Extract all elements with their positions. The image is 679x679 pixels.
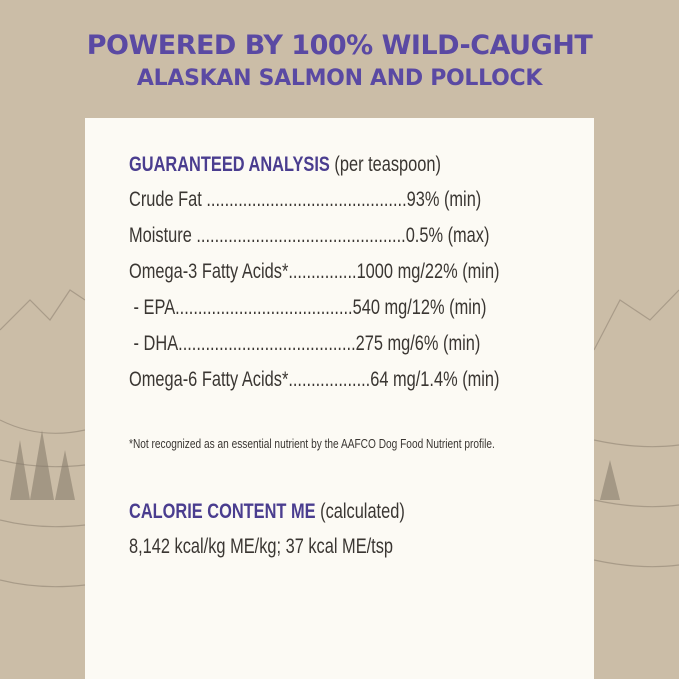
analysis-row: Moisture ...............................…	[129, 224, 490, 247]
analysis-card: GUARANTEED ANALYSIS (per teaspoon) Crude…	[85, 118, 594, 679]
footnote: *Not recognized as an essential nutrient…	[129, 436, 495, 451]
analysis-row: - EPA...................................…	[129, 296, 487, 319]
headline-line1: POWERED BY 100% WILD-CAUGHT	[86, 30, 593, 61]
calorie-value: 8,142 kcal/kg ME/kg; 37 kcal ME/tsp	[129, 535, 394, 558]
analysis-row: - DHA...................................…	[129, 332, 481, 355]
calorie-heading: CALORIE CONTENT ME (calculated)	[129, 500, 405, 524]
calorie-title: CALORIE CONTENT ME	[129, 500, 316, 523]
analysis-row: Crude Fat ..............................…	[129, 188, 482, 211]
calorie-subtitle: (calculated)	[320, 500, 405, 523]
guaranteed-analysis-heading: GUARANTEED ANALYSIS (per teaspoon)	[129, 153, 441, 177]
analysis-title: GUARANTEED ANALYSIS	[129, 153, 330, 176]
analysis-row: Omega-6 Fatty Acids*..................64…	[129, 368, 500, 391]
headline-line2: ALASKAN SALMON AND POLLOCK	[136, 66, 543, 91]
analysis-row: Omega-3 Fatty Acids*...............1000 …	[129, 260, 500, 283]
analysis-subtitle: (per teaspoon)	[334, 153, 441, 176]
